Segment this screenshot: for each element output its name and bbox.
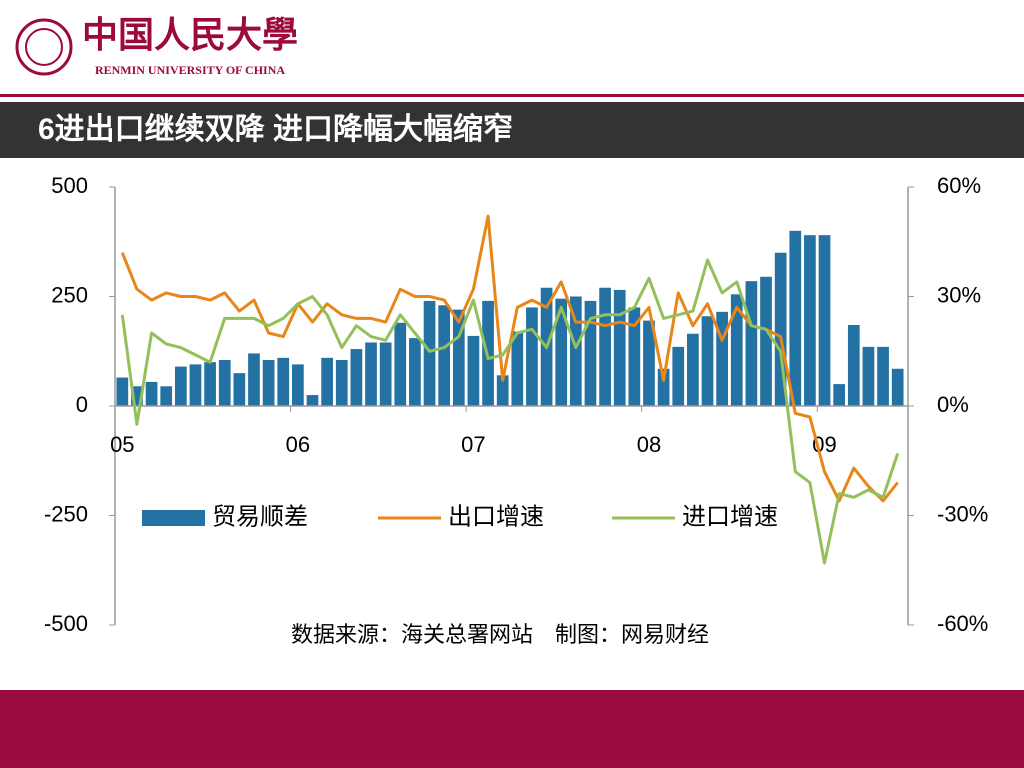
y-tick-label: 500 (51, 173, 88, 198)
y-tick-label: 250 (51, 282, 88, 307)
logo-inner (25, 28, 63, 66)
bar (774, 252, 787, 406)
y2-tick-label: -30% (937, 501, 988, 526)
bar (409, 338, 421, 406)
bar (701, 316, 714, 406)
bar (847, 324, 860, 406)
y2-tick-label: 0% (937, 392, 969, 417)
bar (394, 322, 407, 406)
university-en: RENMIN UNIVERSITY OF CHINA (95, 63, 285, 77)
bar (292, 364, 304, 406)
bar (745, 281, 758, 406)
y-tick-label: -500 (44, 611, 88, 636)
bar (555, 298, 568, 406)
bar (687, 333, 699, 406)
bar (423, 300, 436, 406)
footer-band (0, 690, 1024, 768)
bar (716, 311, 728, 406)
bar (730, 294, 743, 406)
y2-tick-label: 30% (937, 282, 981, 307)
bar (131, 386, 143, 406)
y2-tick-label: -60% (937, 611, 988, 636)
legend-label: 贸易顺差 (212, 503, 308, 530)
bar (116, 377, 129, 406)
bar (599, 287, 611, 406)
bar (277, 357, 290, 406)
bar (306, 395, 319, 406)
bar (511, 331, 524, 406)
bar (789, 230, 802, 406)
bar (335, 360, 348, 406)
legend-label: 进口增速 (682, 503, 778, 530)
header-rule (0, 94, 1024, 97)
bar (350, 349, 363, 406)
y-tick-label: 0 (76, 392, 88, 417)
bar (569, 296, 582, 406)
bar (248, 353, 260, 406)
bar (218, 360, 231, 406)
bar (818, 235, 831, 406)
bar (833, 384, 846, 406)
bar (160, 386, 173, 406)
bar (526, 307, 538, 406)
x-tick-label: 07 (461, 432, 485, 457)
chart-title: 6进出口继续双降 进口降幅大幅缩窄 (38, 112, 513, 146)
line (120, 258, 900, 565)
source-note: 数据来源：海关总署网站 制图：网易财经 (291, 622, 709, 647)
bar (262, 360, 275, 406)
bar (233, 373, 246, 406)
bar (467, 335, 480, 406)
bar (877, 346, 889, 406)
bar (379, 342, 392, 406)
x-tick-label: 06 (286, 432, 310, 457)
legend-swatch (142, 510, 205, 526)
bar (628, 307, 641, 406)
university-cn: 中国人民大學 (82, 14, 298, 56)
bar (584, 300, 597, 406)
legend-label: 出口增速 (448, 503, 544, 530)
logo (15, 18, 73, 76)
bar (760, 276, 772, 406)
bar (452, 309, 465, 406)
bar (365, 342, 377, 406)
bar (891, 368, 904, 406)
title-bar (0, 102, 1024, 158)
bar (321, 357, 333, 406)
bar (496, 375, 509, 406)
y-tick-label: -250 (44, 501, 88, 526)
bar (862, 346, 875, 406)
bar (438, 305, 451, 406)
bar (145, 381, 158, 406)
bar (672, 346, 685, 406)
y2-tick-label: 60% (937, 173, 981, 198)
bar (657, 368, 670, 406)
bar (189, 364, 202, 406)
x-tick-label: 08 (637, 432, 661, 457)
bar (613, 289, 626, 406)
bar (204, 362, 216, 406)
bar (804, 235, 816, 406)
x-tick-label: 05 (110, 432, 134, 457)
bar (174, 366, 187, 406)
bar (643, 320, 655, 406)
